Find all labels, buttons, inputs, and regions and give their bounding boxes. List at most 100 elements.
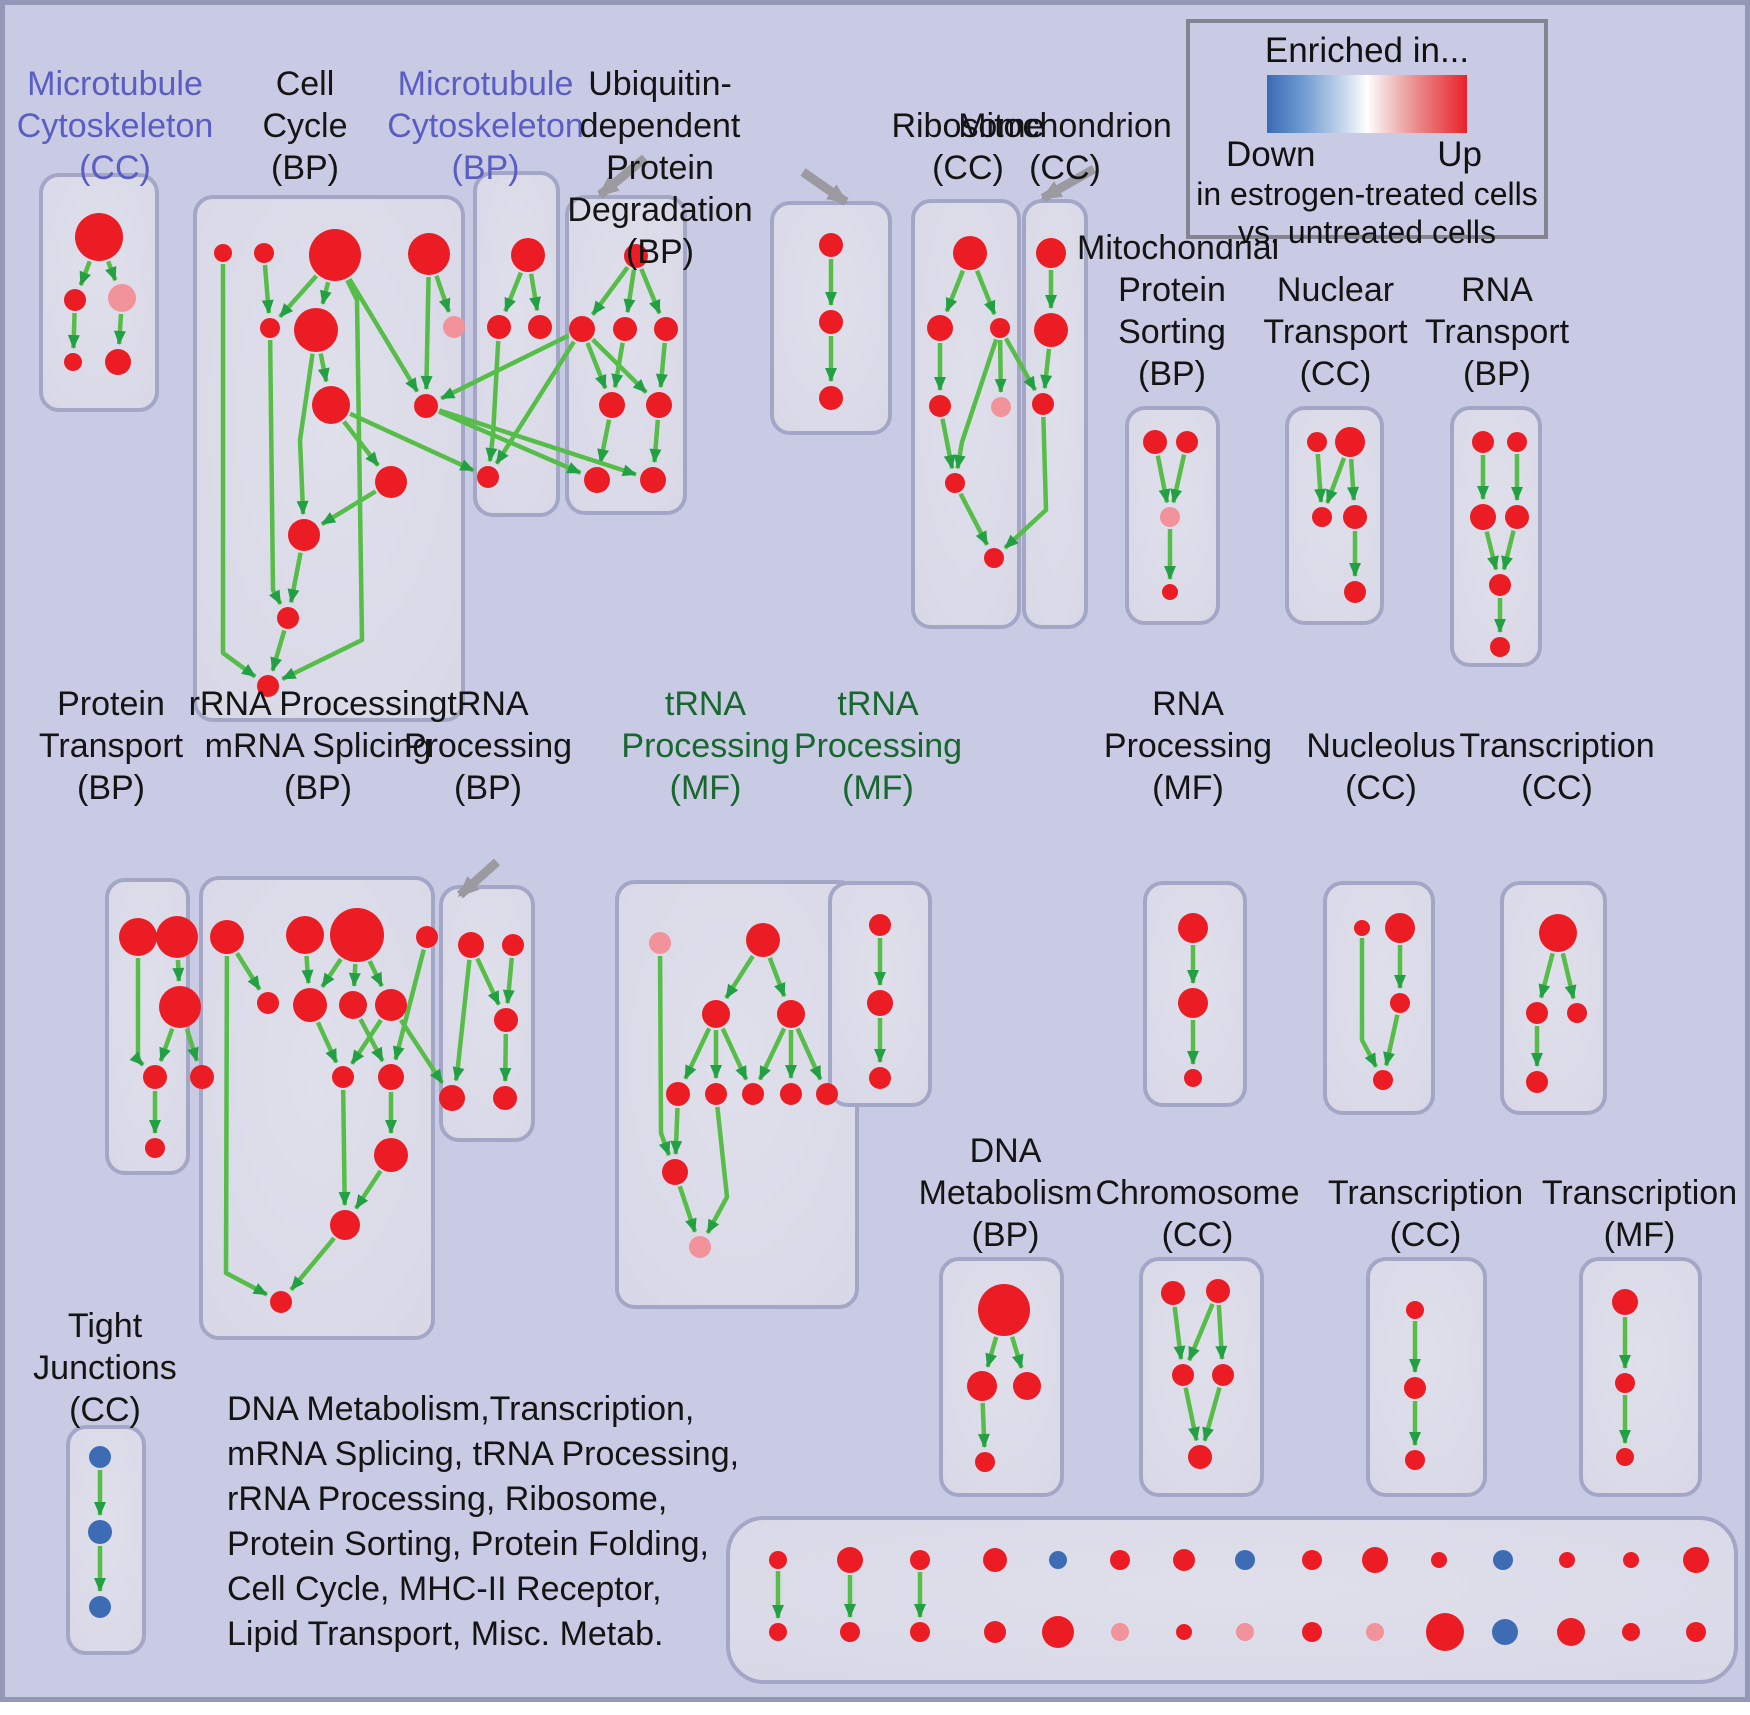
edge [639, 268, 662, 315]
go-term-node [1236, 1623, 1254, 1641]
go-term-node [1470, 504, 1496, 530]
go-term-node [869, 1067, 891, 1089]
edge [953, 338, 999, 470]
label-pointer-arrow [597, 154, 648, 199]
go-term-node [332, 1066, 354, 1088]
edge [590, 265, 630, 316]
go-term-node [1472, 431, 1494, 453]
edge [1359, 938, 1379, 1068]
go-term-node [1623, 1552, 1639, 1568]
edge [1003, 416, 1049, 550]
go-term-node [1622, 1623, 1640, 1641]
edge [705, 1106, 730, 1234]
go-term-node [1492, 1619, 1518, 1645]
edge [1383, 1014, 1400, 1067]
edge [278, 274, 319, 319]
go-term-node [1235, 1550, 1255, 1570]
legend: Enriched in... Down Up in estrogen-treat… [1186, 19, 1548, 250]
edge [528, 273, 541, 312]
label-pointer-arrow [1040, 165, 1097, 202]
edge [367, 960, 384, 988]
go-term-node [1615, 1373, 1635, 1393]
go-term-node [1178, 913, 1208, 943]
go-term-node [640, 467, 666, 493]
edge [1215, 1304, 1228, 1361]
label-rna-transport-bp: RNA Transport (BP) [1424, 271, 1570, 393]
edge [985, 1336, 999, 1368]
go-term-node [330, 1210, 360, 1240]
chromosome-cc-box [1139, 1257, 1264, 1497]
label-rna-processing-mf: RNA Processing (MF) [1103, 685, 1273, 807]
misc-cluster-text: DNA Metabolism,Transcription, mRNA Splic… [227, 1390, 740, 1653]
edge [1009, 1336, 1024, 1369]
edge [494, 340, 576, 465]
go-term-node [288, 519, 320, 551]
microtubule-cytoskeleton-cc-box [39, 173, 159, 412]
go-term-node [702, 1000, 730, 1028]
go-term-node [375, 466, 407, 498]
edge [287, 552, 303, 604]
go-term-node [1385, 913, 1415, 943]
edge [944, 269, 966, 313]
label-pointer-arrow [457, 858, 500, 899]
edge [113, 313, 126, 346]
go-term-node [599, 392, 625, 418]
misc-cluster-box [726, 1516, 1738, 1684]
go-term-node [458, 932, 484, 958]
edge [78, 260, 92, 286]
go-term-node [1405, 1450, 1425, 1470]
microtubule-cytoskeleton-bp-box [473, 171, 560, 517]
go-term-node [1034, 313, 1068, 347]
go-term-node [487, 315, 511, 339]
label-tight-junctions-cc: Tight Junctions (CC) [33, 1307, 177, 1429]
edge [358, 1018, 385, 1063]
go-term-node [439, 1085, 465, 1111]
go-term-node [1206, 1279, 1230, 1303]
label-rrna-processing-mrna-splicing-bp: rRNA Processing mRNA Splicing (BP) [188, 685, 448, 807]
go-term-node [746, 923, 780, 957]
go-term-node [569, 316, 595, 342]
go-term-node [378, 1064, 404, 1090]
go-term-node [819, 386, 843, 410]
edge [348, 963, 361, 988]
go-term-node [654, 317, 678, 341]
go-term-node [1302, 1622, 1322, 1642]
go-term-node [156, 916, 198, 958]
edge [347, 277, 420, 393]
edge [261, 264, 274, 315]
go-term-node [1042, 1616, 1074, 1648]
label-trna-processing-mf-2: tRNA Processing (MF) [793, 685, 963, 807]
edge [670, 1107, 683, 1156]
label-nucleolus-cc: Nucleolus (CC) [1306, 727, 1456, 807]
go-term-node [477, 466, 499, 488]
go-term-node [978, 1284, 1030, 1336]
edge [977, 1402, 990, 1449]
edge [585, 342, 608, 390]
go-term-node [494, 1008, 518, 1032]
go-term-node [984, 1621, 1006, 1643]
edge [452, 959, 472, 1082]
edge [757, 1027, 787, 1081]
label-chromosome-cc: Chromosome (CC) [1095, 1174, 1300, 1254]
go-term-node [286, 916, 324, 954]
label-ubiquitin-degradation-bp: Ubiquitin- dependent Protein Degradation… [567, 65, 753, 271]
edge [354, 1169, 383, 1210]
edge [677, 1185, 698, 1233]
edge [475, 957, 501, 1006]
label-ribosome-cc: Ribosome (CC) [891, 107, 1045, 187]
go-term-node [375, 989, 407, 1021]
edge [1347, 458, 1359, 502]
edge [657, 955, 672, 1156]
go-term-node [108, 284, 136, 312]
go-term-node [983, 1548, 1007, 1572]
go-term-node [293, 988, 327, 1022]
go-term-node [1616, 1448, 1634, 1466]
rrna-processing-mrna-splicing-bp-box [199, 876, 435, 1340]
go-term-node [910, 1622, 930, 1642]
edge [1187, 1303, 1215, 1362]
go-term-node [929, 395, 951, 417]
edge [1172, 1306, 1186, 1361]
go-term-node [330, 908, 384, 962]
go-term-node [528, 315, 552, 339]
label-nuclear-transport-cc: Nuclear Transport (CC) [1263, 271, 1408, 393]
